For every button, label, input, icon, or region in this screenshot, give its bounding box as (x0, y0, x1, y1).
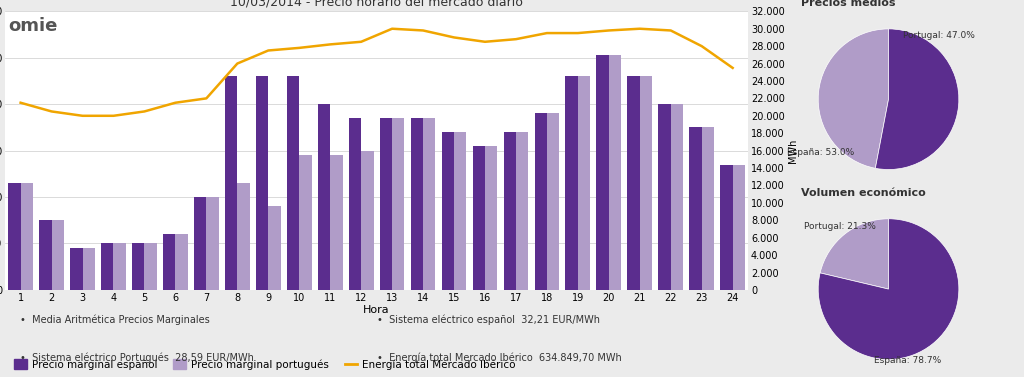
Bar (175, 234, 187, 290)
Bar (578, 76, 590, 290)
Bar (689, 127, 701, 290)
Text: España: 53.0%: España: 53.0% (786, 149, 854, 158)
Bar (701, 127, 714, 290)
Bar (392, 118, 404, 290)
Bar (207, 197, 219, 290)
Bar (238, 183, 250, 290)
Bar (423, 118, 435, 290)
Title: 10/03/2014 - Precio horario del mercado diario: 10/03/2014 - Precio horario del mercado … (230, 0, 523, 9)
Bar (330, 155, 343, 290)
Bar (441, 132, 454, 290)
Bar (299, 155, 311, 290)
Bar (268, 206, 281, 290)
Text: Portugal: 47.0%: Portugal: 47.0% (902, 31, 975, 40)
Bar (596, 55, 609, 290)
Bar (535, 113, 547, 290)
Bar (658, 104, 671, 290)
Bar (83, 248, 95, 290)
Legend: Precio marginal español, Precio marginal portugués, Energía total Mercado Ibéric: Precio marginal español, Precio marginal… (10, 355, 520, 374)
Bar (547, 113, 559, 290)
Bar (317, 104, 330, 290)
Bar (485, 146, 498, 290)
Text: •  Sistema eléctrico Portugués  28,59 EUR/MWh: • Sistema eléctrico Portugués 28,59 EUR/… (20, 352, 254, 363)
Bar (349, 118, 361, 290)
Bar (628, 76, 640, 290)
Bar (609, 55, 622, 290)
Bar (732, 164, 745, 290)
Wedge shape (818, 29, 889, 168)
Wedge shape (820, 219, 889, 289)
Bar (671, 104, 683, 290)
Y-axis label: MWh: MWh (787, 138, 798, 163)
Bar (504, 132, 516, 290)
Bar (411, 118, 423, 290)
Text: Precios medios: Precios medios (801, 0, 895, 8)
Wedge shape (876, 29, 958, 170)
Bar (454, 132, 466, 290)
Text: Volumen económico: Volumen económico (801, 188, 926, 198)
Text: omie: omie (8, 17, 57, 35)
Bar (20, 183, 33, 290)
Bar (256, 76, 268, 290)
Bar (473, 146, 485, 290)
Bar (361, 151, 374, 290)
Wedge shape (818, 219, 958, 359)
Bar (70, 248, 83, 290)
Text: •  Energía total Mercado Ibérico  634.849,70 MWh: • Energía total Mercado Ibérico 634.849,… (377, 352, 622, 363)
Bar (8, 183, 20, 290)
Bar (516, 132, 528, 290)
Bar (225, 76, 238, 290)
X-axis label: Hora: Hora (364, 305, 390, 316)
Text: •  Media Aritmética Precios Marginales: • Media Aritmética Precios Marginales (20, 314, 210, 325)
Bar (640, 76, 652, 290)
Text: España: 78.7%: España: 78.7% (874, 356, 942, 365)
Text: Portugal: 21.3%: Portugal: 21.3% (804, 222, 876, 231)
Bar (101, 244, 114, 290)
Bar (51, 220, 63, 290)
Bar (114, 244, 126, 290)
Bar (132, 244, 144, 290)
Text: •  Sistema eléctrico español  32,21 EUR/MWh: • Sistema eléctrico español 32,21 EUR/MW… (377, 314, 600, 325)
Bar (720, 164, 732, 290)
Bar (380, 118, 392, 290)
Bar (144, 244, 157, 290)
Bar (565, 76, 578, 290)
Bar (194, 197, 207, 290)
Bar (287, 76, 299, 290)
Bar (163, 234, 175, 290)
Bar (39, 220, 51, 290)
